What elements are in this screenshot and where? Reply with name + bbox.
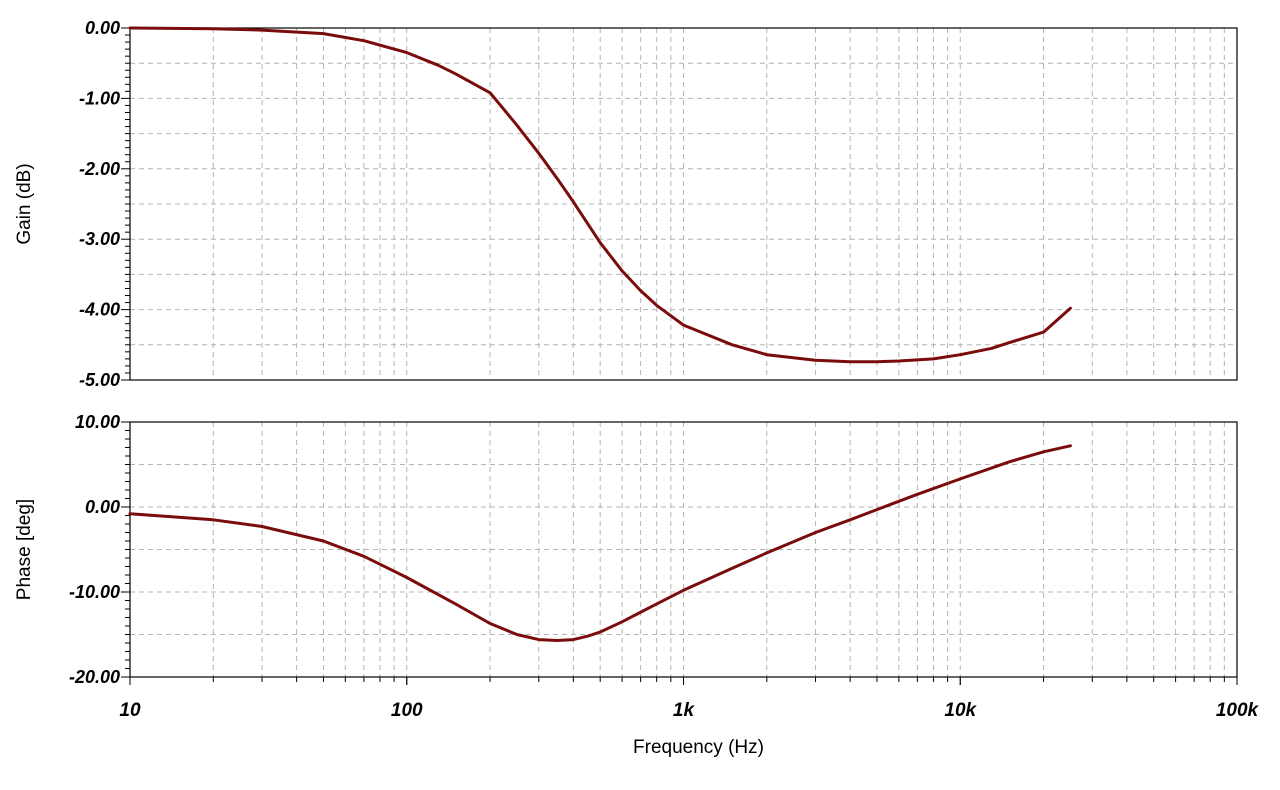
phase-ytick-label: 10.00 [75, 412, 120, 432]
gain-ytick-label: -5.00 [79, 370, 120, 390]
xtick-label: 10k [944, 700, 977, 721]
phase-ytick-label: -10.00 [69, 582, 120, 602]
gain-ytick-label: -4.00 [79, 300, 120, 320]
gain-series-line [128, 26, 1072, 364]
gain-ytick-label: -3.00 [79, 229, 120, 249]
xlabel: Frequency (Hz) [633, 737, 764, 758]
gain-ylabel: Gain (dB) [14, 163, 35, 244]
xtick-label: 1k [673, 700, 696, 721]
phase-series-line [128, 444, 1072, 642]
phase-ylabel: Phase [deg] [14, 499, 35, 600]
gain-ytick-label: -1.00 [79, 88, 120, 108]
xtick-label: 10 [119, 700, 141, 721]
xtick-label: 100 [391, 700, 423, 721]
phase-ytick-label: 0.00 [85, 497, 120, 517]
gain-ytick-label: -2.00 [79, 159, 120, 179]
phase-ytick-label: -20.00 [69, 667, 120, 687]
xtick-label: 100k [1216, 700, 1260, 721]
gain-ytick-label: 0.00 [85, 18, 120, 38]
